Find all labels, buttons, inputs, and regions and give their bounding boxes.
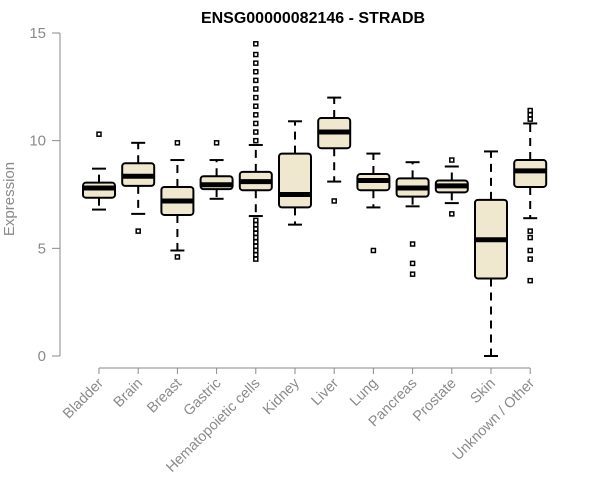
box-group-hematopoietic-cells — [238, 41, 273, 262]
outlier-hematopoietic-cells-20 — [253, 51, 259, 58]
outlier-hematopoietic-cells-7 — [253, 226, 259, 232]
outlier-hematopoietic-cells-12 — [253, 120, 259, 127]
outlier-breast-1 — [174, 140, 181, 146]
outlier-unknown-other-4 — [527, 228, 533, 234]
x-tick-label-skin: Skin — [468, 376, 499, 407]
box-kidney — [278, 152, 312, 209]
y-tick-label-10: 10 — [29, 133, 46, 150]
box-group-kidney — [278, 120, 312, 226]
box-group-breast — [160, 140, 195, 260]
x-tick-label-breast: Breast — [144, 376, 185, 417]
outlier-hematopoietic-cells-10 — [253, 137, 259, 144]
outlier-hematopoietic-cells-9 — [253, 217, 259, 224]
outlier-prostate-0 — [449, 211, 455, 217]
chart-title: ENSG00000082146 - STRADB — [201, 10, 425, 27]
outlier-unknown-other-6 — [527, 112, 533, 118]
outlier-hematopoietic-cells-13 — [253, 112, 259, 118]
y-tick-label-15: 15 — [29, 25, 46, 42]
outlier-hematopoietic-cells-1 — [253, 252, 259, 258]
y-axis: 0 5 10 15 — [29, 25, 61, 365]
outlier-pancreas-2 — [409, 241, 416, 247]
y-axis-label: Expression — [1, 162, 18, 236]
box-group-unknown-other — [513, 107, 548, 284]
outlier-pancreas-1 — [409, 260, 416, 267]
box-group-liver — [317, 96, 352, 204]
x-tick-label-lung: Lung — [347, 376, 381, 410]
box-unknown-other — [513, 159, 548, 188]
y-tick-label-0: 0 — [38, 348, 46, 365]
outlier-hematopoietic-cells-21 — [253, 41, 259, 47]
outlier-hematopoietic-cells-18 — [253, 69, 259, 75]
outlier-unknown-other-0 — [527, 277, 533, 284]
box-group-brain — [121, 141, 156, 234]
outlier-hematopoietic-cells-17 — [253, 77, 259, 84]
outlier-hematopoietic-cells-4 — [253, 239, 259, 245]
outlier-hematopoietic-cells-3 — [253, 243, 259, 249]
outlier-hematopoietic-cells-8 — [253, 221, 259, 228]
outlier-pancreas-0 — [409, 271, 416, 277]
x-tick-label-bladder: Bladder — [60, 375, 107, 422]
x-tick-label-prostate: Prostate — [410, 376, 459, 425]
outlier-unknown-other-2 — [527, 247, 533, 254]
outlier-lung-0 — [370, 247, 377, 254]
box-group-bladder — [82, 131, 116, 211]
outlier-brain-0 — [135, 228, 141, 234]
outlier-unknown-other-5 — [527, 116, 533, 122]
box-group-gastric — [199, 140, 234, 200]
x-tick-label-kidney: Kidney — [260, 375, 303, 418]
outlier-gastric-0 — [213, 140, 220, 146]
outlier-hematopoietic-cells-5 — [253, 234, 259, 241]
x-tick-label-brain: Brain — [111, 376, 146, 411]
outlier-prostate-1 — [449, 157, 455, 163]
x-tick-label-liver: Liver — [308, 375, 342, 409]
outlier-hematopoietic-cells-19 — [253, 60, 259, 66]
outlier-hematopoietic-cells-15 — [253, 94, 259, 101]
y-tick-label-5: 5 — [38, 240, 46, 257]
outlier-hematopoietic-cells-6 — [253, 230, 259, 237]
box-group-skin — [474, 150, 508, 357]
outlier-hematopoietic-cells-11 — [253, 129, 259, 135]
outlier-unknown-other-7 — [527, 107, 533, 114]
box-group-lung — [356, 152, 391, 254]
outlier-hematopoietic-cells-16 — [253, 86, 259, 92]
outlier-unknown-other-3 — [527, 234, 533, 241]
outlier-hematopoietic-cells-14 — [253, 103, 259, 109]
box-group-prostate — [434, 157, 469, 217]
outlier-liver-0 — [331, 198, 337, 204]
plot-area — [82, 41, 548, 357]
outlier-hematopoietic-cells-0 — [253, 256, 259, 262]
outlier-breast-0 — [174, 254, 181, 260]
outlier-hematopoietic-cells-2 — [253, 247, 259, 254]
outlier-unknown-other-1 — [527, 256, 533, 262]
outlier-bladder-0 — [96, 131, 102, 137]
box-group-pancreas — [395, 161, 430, 277]
